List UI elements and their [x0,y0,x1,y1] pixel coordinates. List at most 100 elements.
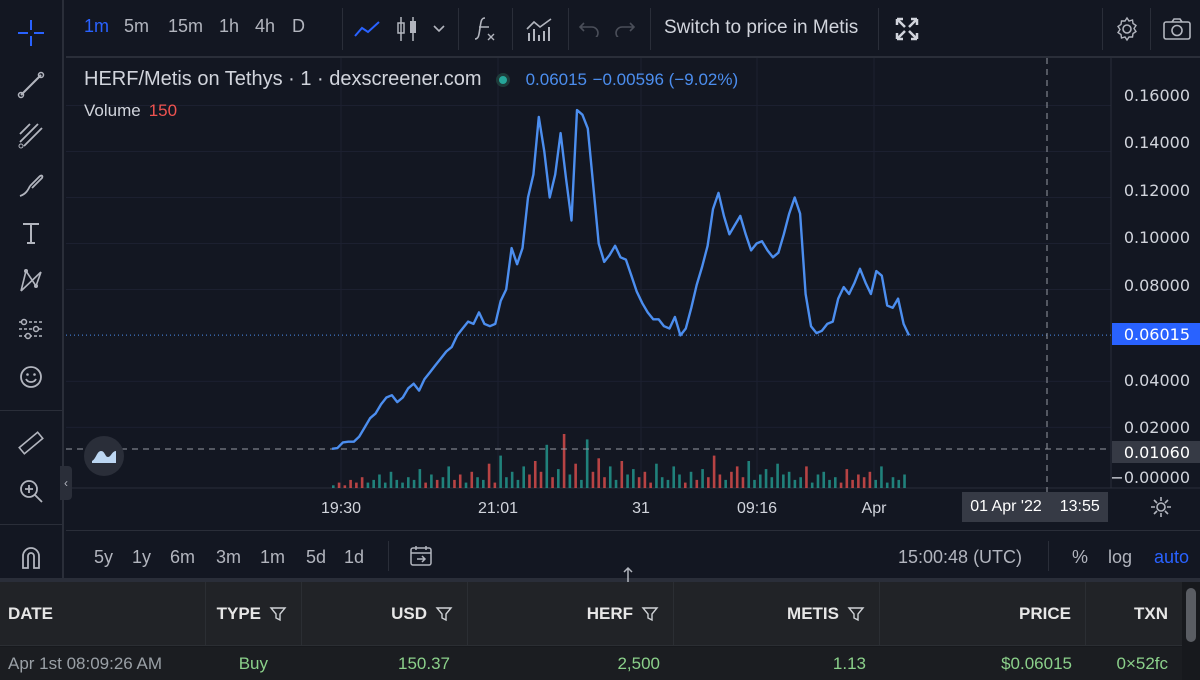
volume-bar [574,463,577,488]
timeframe-1h[interactable]: 1h [219,16,240,36]
x-tick-label: 09:16 [736,500,778,517]
cell-type: Buy [238,653,268,673]
range-5y[interactable]: 5y [94,547,114,567]
volume-bar [568,474,572,488]
toolbar-divider [342,8,343,50]
dexscreener-logo-icon[interactable] [84,436,124,476]
cell-txn[interactable]: 0×52fc [1116,653,1168,673]
volume-bar [787,471,791,488]
y-tick-label: 0.12000 [1123,181,1190,200]
date-range-icon[interactable] [408,544,434,573]
volume-bar [672,466,676,488]
volume-bar [862,477,866,488]
ruler-icon[interactable] [12,424,50,462]
volume-bar [378,474,381,488]
scrollbar-thumb[interactable] [1186,588,1196,642]
timeframe-15m[interactable]: 15m [168,16,204,36]
column-txn[interactable]: TXN [1134,604,1168,623]
column-date[interactable]: DATE [0,582,206,646]
volume-bar [643,471,647,488]
zoom-in-icon[interactable] [12,472,50,510]
brush-icon[interactable] [12,166,50,204]
volume-bar [355,482,358,488]
log-toggle[interactable]: log [1108,547,1133,567]
column-metis[interactable]: METIS [674,582,880,646]
range-6m[interactable]: 6m [170,547,196,567]
table-row[interactable]: Apr 1st 08:09:26 AM Buy 150.37 2,500 1.1… [0,647,1182,680]
range-1y[interactable]: 1y [132,547,152,567]
x-tick-label: 31 [632,500,650,517]
price-chart[interactable]: HERF/Metis on Tethys · 1 · dexscreener.c… [60,58,1200,523]
pattern-icon[interactable] [12,262,50,300]
column-type[interactable]: TYPE [206,582,302,646]
camera-icon[interactable] [1160,12,1194,46]
volume-bar [360,477,364,488]
volume-bar [343,485,347,488]
utc-clock[interactable]: 15:00:48 (UTC) [898,547,1023,567]
column-herf[interactable]: HERF [468,582,674,646]
volume-bar [476,477,479,488]
x-tick-label: Apr [861,500,887,517]
range-1d[interactable]: 1d [344,547,365,567]
toolbar-divider [1150,8,1151,50]
table-header: DATE TYPE USD HERF METIS PRICE TXN [0,582,1182,646]
volume-bar [712,455,716,488]
gear-icon[interactable] [1110,12,1144,46]
range-divider [388,541,389,571]
volume-bar [557,469,560,488]
volume-bar [528,474,531,488]
toolbar-divider [0,524,64,525]
range-5d[interactable]: 5d [306,547,327,567]
volume-bar [401,482,404,488]
range-divider [1048,541,1049,571]
undo-icon[interactable] [572,12,606,46]
forecast-icon[interactable] [12,310,50,348]
range-3m[interactable]: 3m [216,547,242,567]
volume-bar [407,477,410,488]
filter-icon[interactable] [641,605,659,623]
chart-toolbar: 1m 5m 15m 1h 4h D Switch to price in Met… [66,0,1200,58]
compare-icon[interactable] [522,12,556,46]
cell-date: Apr 1st 08:09:26 AM [8,653,163,673]
filter-icon[interactable] [847,605,865,623]
timeframe-4h[interactable]: 4h [255,16,276,36]
volume-bar [666,479,670,488]
trades-table: DATE TYPE USD HERF METIS PRICE TXN Apr 1… [0,582,1200,680]
filter-icon[interactable] [435,605,453,623]
table-scrollbar[interactable] [1182,582,1200,680]
volume-bar [349,479,352,488]
timeframe-d[interactable]: D [292,16,305,36]
emoji-icon[interactable] [12,358,50,396]
volume-bar [395,479,399,488]
fib-icon[interactable] [12,116,50,154]
column-usd[interactable]: USD [302,582,468,646]
fullscreen-icon[interactable] [890,12,924,46]
column-price[interactable]: PRICE [880,582,1086,646]
percent-toggle[interactable]: % [1072,547,1089,567]
axis-settings-icon[interactable] [1150,496,1172,523]
text-icon[interactable] [12,214,50,252]
range-1m[interactable]: 1m [260,547,286,567]
filter-icon[interactable] [269,605,287,623]
crosshair-price-tag: 0.01060 [1112,441,1200,463]
line-chart-icon[interactable] [350,12,384,46]
volume-bar [735,466,739,488]
auto-toggle[interactable]: auto [1154,547,1190,567]
volume-bar [539,471,543,488]
volume-bar [828,479,831,488]
collapse-toolbar-icon[interactable]: ‹ [60,466,72,500]
crosshair-icon[interactable] [12,14,50,52]
indicators-icon[interactable] [468,12,502,46]
volume-bar [430,474,433,488]
timeframe-5m[interactable]: 5m [124,16,150,36]
chart-canvas[interactable] [66,58,1200,520]
candles-icon[interactable] [390,12,424,46]
redo-icon[interactable] [608,12,642,46]
volume-bar [499,455,502,488]
switch-price-button[interactable]: Switch to price in Metis [664,17,859,38]
timeframe-1m[interactable]: 1m [84,16,110,36]
magnet-icon[interactable] [12,538,50,576]
volume-label: Volume [84,101,141,120]
chevron-down-icon[interactable] [422,12,456,46]
trend-line-icon[interactable] [12,66,50,104]
